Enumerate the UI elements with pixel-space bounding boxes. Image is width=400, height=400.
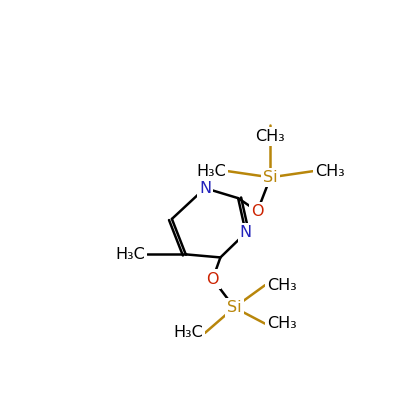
Text: O: O <box>251 204 264 219</box>
Text: CH₃: CH₃ <box>256 129 285 144</box>
Text: H₃C: H₃C <box>173 326 203 340</box>
Text: Si: Si <box>263 170 278 185</box>
Text: N: N <box>199 181 211 196</box>
Text: CH₃: CH₃ <box>315 164 345 179</box>
Text: H₃C: H₃C <box>115 247 145 262</box>
Text: CH₃: CH₃ <box>267 278 297 293</box>
Text: H₃C: H₃C <box>196 164 226 179</box>
Text: CH₃: CH₃ <box>267 316 297 331</box>
Text: Si: Si <box>227 300 242 315</box>
Text: N: N <box>240 225 252 240</box>
Text: O: O <box>206 272 219 286</box>
